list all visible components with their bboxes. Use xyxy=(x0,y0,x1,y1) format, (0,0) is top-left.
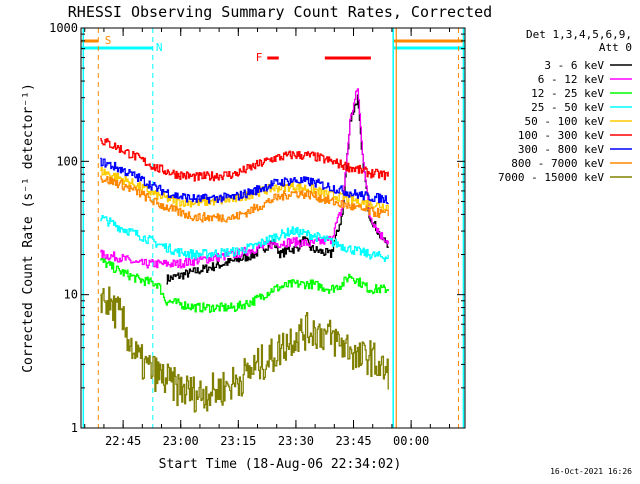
x-axis-label: Start Time (18-Aug-06 22:34:02) xyxy=(159,457,402,472)
night-label: N xyxy=(156,41,163,54)
footer-date: 16-Oct-2021 16:26 xyxy=(550,467,632,476)
x-tick-label: 23:45 xyxy=(335,434,371,448)
x-tick-label: 23:30 xyxy=(278,434,314,448)
chart-title: RHESSI Observing Summary Count Rates, Co… xyxy=(68,3,492,21)
plot-frame xyxy=(80,27,466,429)
legend-label-0: 3 - 6 keV xyxy=(544,59,604,72)
x-axis: 22:45 23:00 23:15 23:30 23:45 00:00 xyxy=(84,28,451,448)
series-line-6 xyxy=(100,157,389,205)
plot-area: S N F xyxy=(81,28,465,428)
legend-label-1: 6 - 12 keV xyxy=(538,73,605,86)
legend-label-4: 50 - 100 keV xyxy=(525,115,605,128)
series-line-0 xyxy=(166,94,389,285)
legend-header-line1: Det 1,3,4,5,6,9, xyxy=(526,28,632,41)
x-tick-label: 23:00 xyxy=(163,434,199,448)
flare-label: F xyxy=(256,51,263,64)
y-tick-label: 10 xyxy=(64,288,78,302)
legend-header-line2: Att 0 xyxy=(599,41,632,54)
y-axis: 1 10 100 1000 xyxy=(49,21,465,435)
legend-label-3: 25 - 50 keV xyxy=(531,101,604,114)
series-line-7 xyxy=(100,175,389,223)
series-line-1 xyxy=(100,88,389,269)
saa-label: S xyxy=(105,34,112,47)
legend-label-8: 7000 - 15000 keV xyxy=(498,171,604,184)
x-tick-label: 00:00 xyxy=(393,434,429,448)
series-line-3 xyxy=(100,214,389,262)
y-axis-label: Corrected Count Rate (s⁻¹ detector⁻¹) xyxy=(21,83,36,373)
series-line-2 xyxy=(100,258,389,313)
x-tick-label: 22:45 xyxy=(105,434,141,448)
series-line-8 xyxy=(100,286,389,413)
y-tick-label: 1000 xyxy=(49,21,78,35)
x-tick-label: 23:15 xyxy=(220,434,256,448)
legend-label-2: 12 - 25 keV xyxy=(531,87,604,100)
series-line-5 xyxy=(100,137,389,182)
legend-label-7: 800 - 7000 keV xyxy=(511,157,604,170)
y-tick-label: 1 xyxy=(71,421,78,435)
y-tick-label: 100 xyxy=(56,154,78,168)
legend-label-5: 100 - 300 keV xyxy=(518,129,604,142)
legend-label-6: 300 - 800 keV xyxy=(518,143,604,156)
